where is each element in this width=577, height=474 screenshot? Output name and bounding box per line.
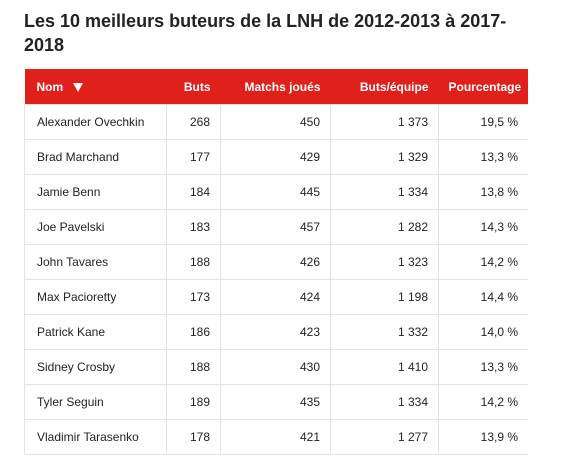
cell-team-goals: 1 282 (330, 209, 439, 245)
cell-name: Patrick Kane (24, 314, 167, 350)
header-name-label: Nom (36, 79, 64, 94)
table-row: Vladimir Tarasenko 178 421 1 277 13,9 % (24, 419, 528, 455)
table-row: Brad Marchand 177 429 1 329 13,3 % (24, 139, 528, 175)
table-row: Alexander Ovechkin 268 450 1 373 19,5 % (24, 104, 528, 140)
table-row: Tyler Seguin 189 435 1 334 14,2 % (24, 384, 528, 420)
cell-percentage: 14,2 % (438, 244, 528, 280)
cell-team-goals: 1 323 (330, 244, 439, 280)
cell-name: Sidney Crosby (24, 349, 167, 385)
cell-games: 426 (220, 244, 331, 280)
cell-name: Alexander Ovechkin (24, 104, 167, 140)
cell-name: Brad Marchand (24, 139, 167, 175)
cell-goals: 188 (166, 349, 221, 385)
cell-percentage: 19,5 % (438, 104, 528, 140)
cell-name: John Tavares (24, 244, 167, 280)
cell-games: 429 (220, 139, 331, 175)
header-row: Nom Buts Matchs joués Buts/équipe Pource… (24, 69, 528, 105)
table-row: Max Pacioretty 173 424 1 198 14,4 % (24, 279, 528, 315)
cell-name: Max Pacioretty (24, 279, 167, 315)
cell-percentage: 13,9 % (438, 419, 528, 455)
cell-games: 435 (220, 384, 331, 420)
cell-team-goals: 1 332 (330, 314, 439, 350)
cell-percentage: 13,8 % (438, 174, 528, 210)
cell-percentage: 13,3 % (438, 139, 528, 175)
cell-team-goals: 1 334 (330, 384, 439, 420)
cell-games: 423 (220, 314, 331, 350)
cell-name: Vladimir Tarasenko (24, 419, 167, 455)
cell-percentage: 14,0 % (438, 314, 528, 350)
table-row: John Tavares 188 426 1 323 14,2 % (24, 244, 528, 280)
cell-goals: 268 (166, 104, 221, 140)
triangle-down-icon[interactable] (73, 82, 84, 92)
cell-games: 430 (220, 349, 331, 385)
cell-goals: 173 (166, 279, 221, 315)
cell-team-goals: 1 334 (330, 174, 439, 210)
header-team-goals[interactable]: Buts/équipe (330, 69, 439, 105)
table-row: Patrick Kane 186 423 1 332 14,0 % (24, 314, 528, 350)
cell-percentage: 13,3 % (438, 349, 528, 385)
header-goals[interactable]: Buts (166, 69, 221, 105)
cell-team-goals: 1 277 (330, 419, 439, 455)
cell-name: Tyler Seguin (24, 384, 167, 420)
cell-name: Jamie Benn (24, 174, 167, 210)
scorers-table: Nom Buts Matchs joués Buts/équipe Pource… (24, 69, 528, 455)
cell-name: Joe Pavelski (24, 209, 167, 245)
cell-games: 457 (220, 209, 331, 245)
table-row: Jamie Benn 184 445 1 334 13,8 % (24, 174, 528, 210)
header-games[interactable]: Matchs joués (220, 69, 331, 105)
header-percentage[interactable]: Pourcentage (438, 69, 528, 105)
cell-goals: 178 (166, 419, 221, 455)
cell-games: 421 (220, 419, 331, 455)
cell-goals: 177 (166, 139, 221, 175)
cell-goals: 189 (166, 384, 221, 420)
table-row: Sidney Crosby 188 430 1 410 13,3 % (24, 349, 528, 385)
cell-team-goals: 1 198 (330, 279, 439, 315)
cell-games: 450 (220, 104, 331, 140)
cell-percentage: 14,2 % (438, 384, 528, 420)
header-name[interactable]: Nom (24, 69, 167, 105)
cell-percentage: 14,4 % (438, 279, 528, 315)
cell-goals: 186 (166, 314, 221, 350)
table-header: Nom Buts Matchs joués Buts/équipe Pource… (24, 69, 528, 105)
cell-goals: 183 (166, 209, 221, 245)
cell-team-goals: 1 373 (330, 104, 439, 140)
cell-games: 424 (220, 279, 331, 315)
cell-games: 445 (220, 174, 331, 210)
cell-goals: 188 (166, 244, 221, 280)
table-body: Alexander Ovechkin 268 450 1 373 19,5 % Brad … (24, 104, 528, 455)
cell-goals: 184 (166, 174, 221, 210)
page-title: Les 10 meilleurs buteurs de la LNH de 20… (24, 11, 507, 55)
table-row: Joe Pavelski 183 457 1 282 14,3 % (24, 209, 528, 245)
cell-percentage: 14,3 % (438, 209, 528, 245)
table-container: Nom Buts Matchs joués Buts/équipe Pource… (24, 69, 528, 459)
cell-team-goals: 1 410 (330, 349, 439, 385)
cell-team-goals: 1 329 (330, 139, 439, 175)
